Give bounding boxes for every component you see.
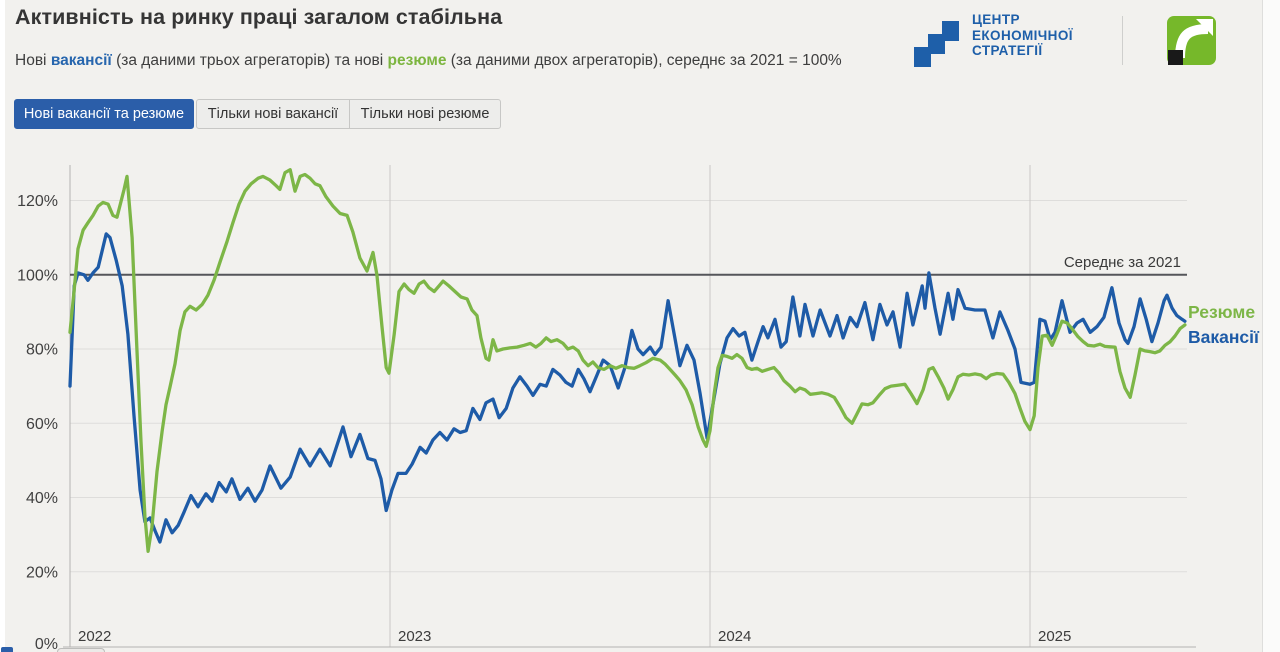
axis-label: 20% — [26, 564, 58, 581]
axis-label: 40% — [26, 490, 58, 507]
axis-label: 2025 — [1038, 628, 1071, 645]
axis-label: 0% — [35, 636, 58, 652]
tab-vacancies-and-resumes[interactable]: Нові вакансії та резюме — [14, 99, 194, 129]
logo-divider — [1122, 16, 1123, 65]
chart-view-tabs: Нові вакансії та резюме Тільки нові вака… — [14, 99, 501, 129]
chart-legend: Резюме Вакансії — [1188, 300, 1259, 350]
subtitle-text: (за даними трьох агрегаторів) та нові — [111, 51, 388, 69]
legend-vacancies: Вакансії — [1188, 327, 1259, 347]
tab-only-vacancies[interactable]: Тільки нові вакансії — [196, 99, 350, 129]
page-title: Активність на ринку праці загалом стабіл… — [15, 5, 503, 29]
partner-arrow-logo — [1167, 16, 1216, 65]
series-line-Резюме — [68, 168, 1187, 553]
series-line-Вакансії — [68, 232, 1187, 544]
tab-label: Тільки нові резюме — [360, 106, 490, 122]
axis-label: 2022 — [78, 628, 111, 645]
left-edge-strip — [0, 0, 5, 652]
subtitle-text: Нові — [15, 51, 51, 69]
legend-resumes: Резюме — [1188, 302, 1256, 322]
axis-label: 60% — [26, 416, 58, 433]
scrollbar[interactable] — [1262, 0, 1280, 652]
tab-label: Нові вакансії та резюме — [23, 106, 185, 122]
axis-label: Середнє за 2021 — [1064, 254, 1181, 271]
axis-label: 2024 — [718, 628, 751, 645]
ces-logo-line: ЦЕНТР — [972, 12, 1020, 27]
vacancies-word: вакансії — [50, 51, 112, 69]
ces-logo-text: ЦЕНТР ЕКОНОМІЧНОЇ СТРАТЕГІЇ — [972, 12, 1073, 59]
axis-label: 80% — [26, 342, 58, 359]
ces-logo-line: СТРАТЕГІЇ — [972, 43, 1043, 58]
next-section-active-tab-stub[interactable] — [1, 647, 13, 652]
subtitle-text: (за даними двох агрегаторів), середнє за… — [446, 51, 842, 69]
next-section-button-stub[interactable] — [57, 648, 105, 652]
axis-label: 120% — [17, 193, 58, 210]
chart-subtitle: Нові вакансії (за даними трьох агрегатор… — [15, 52, 842, 70]
axis-label: 2023 — [398, 628, 431, 645]
tab-label: Тільки нові вакансії — [207, 106, 339, 122]
resumes-word: резюме — [387, 51, 447, 69]
axis-label: 100% — [17, 267, 58, 284]
ces-logo-line: ЕКОНОМІЧНОЇ — [972, 27, 1073, 43]
tab-only-resumes[interactable]: Тільки нові резюме — [349, 99, 501, 129]
ces-stairs-icon — [914, 21, 959, 67]
